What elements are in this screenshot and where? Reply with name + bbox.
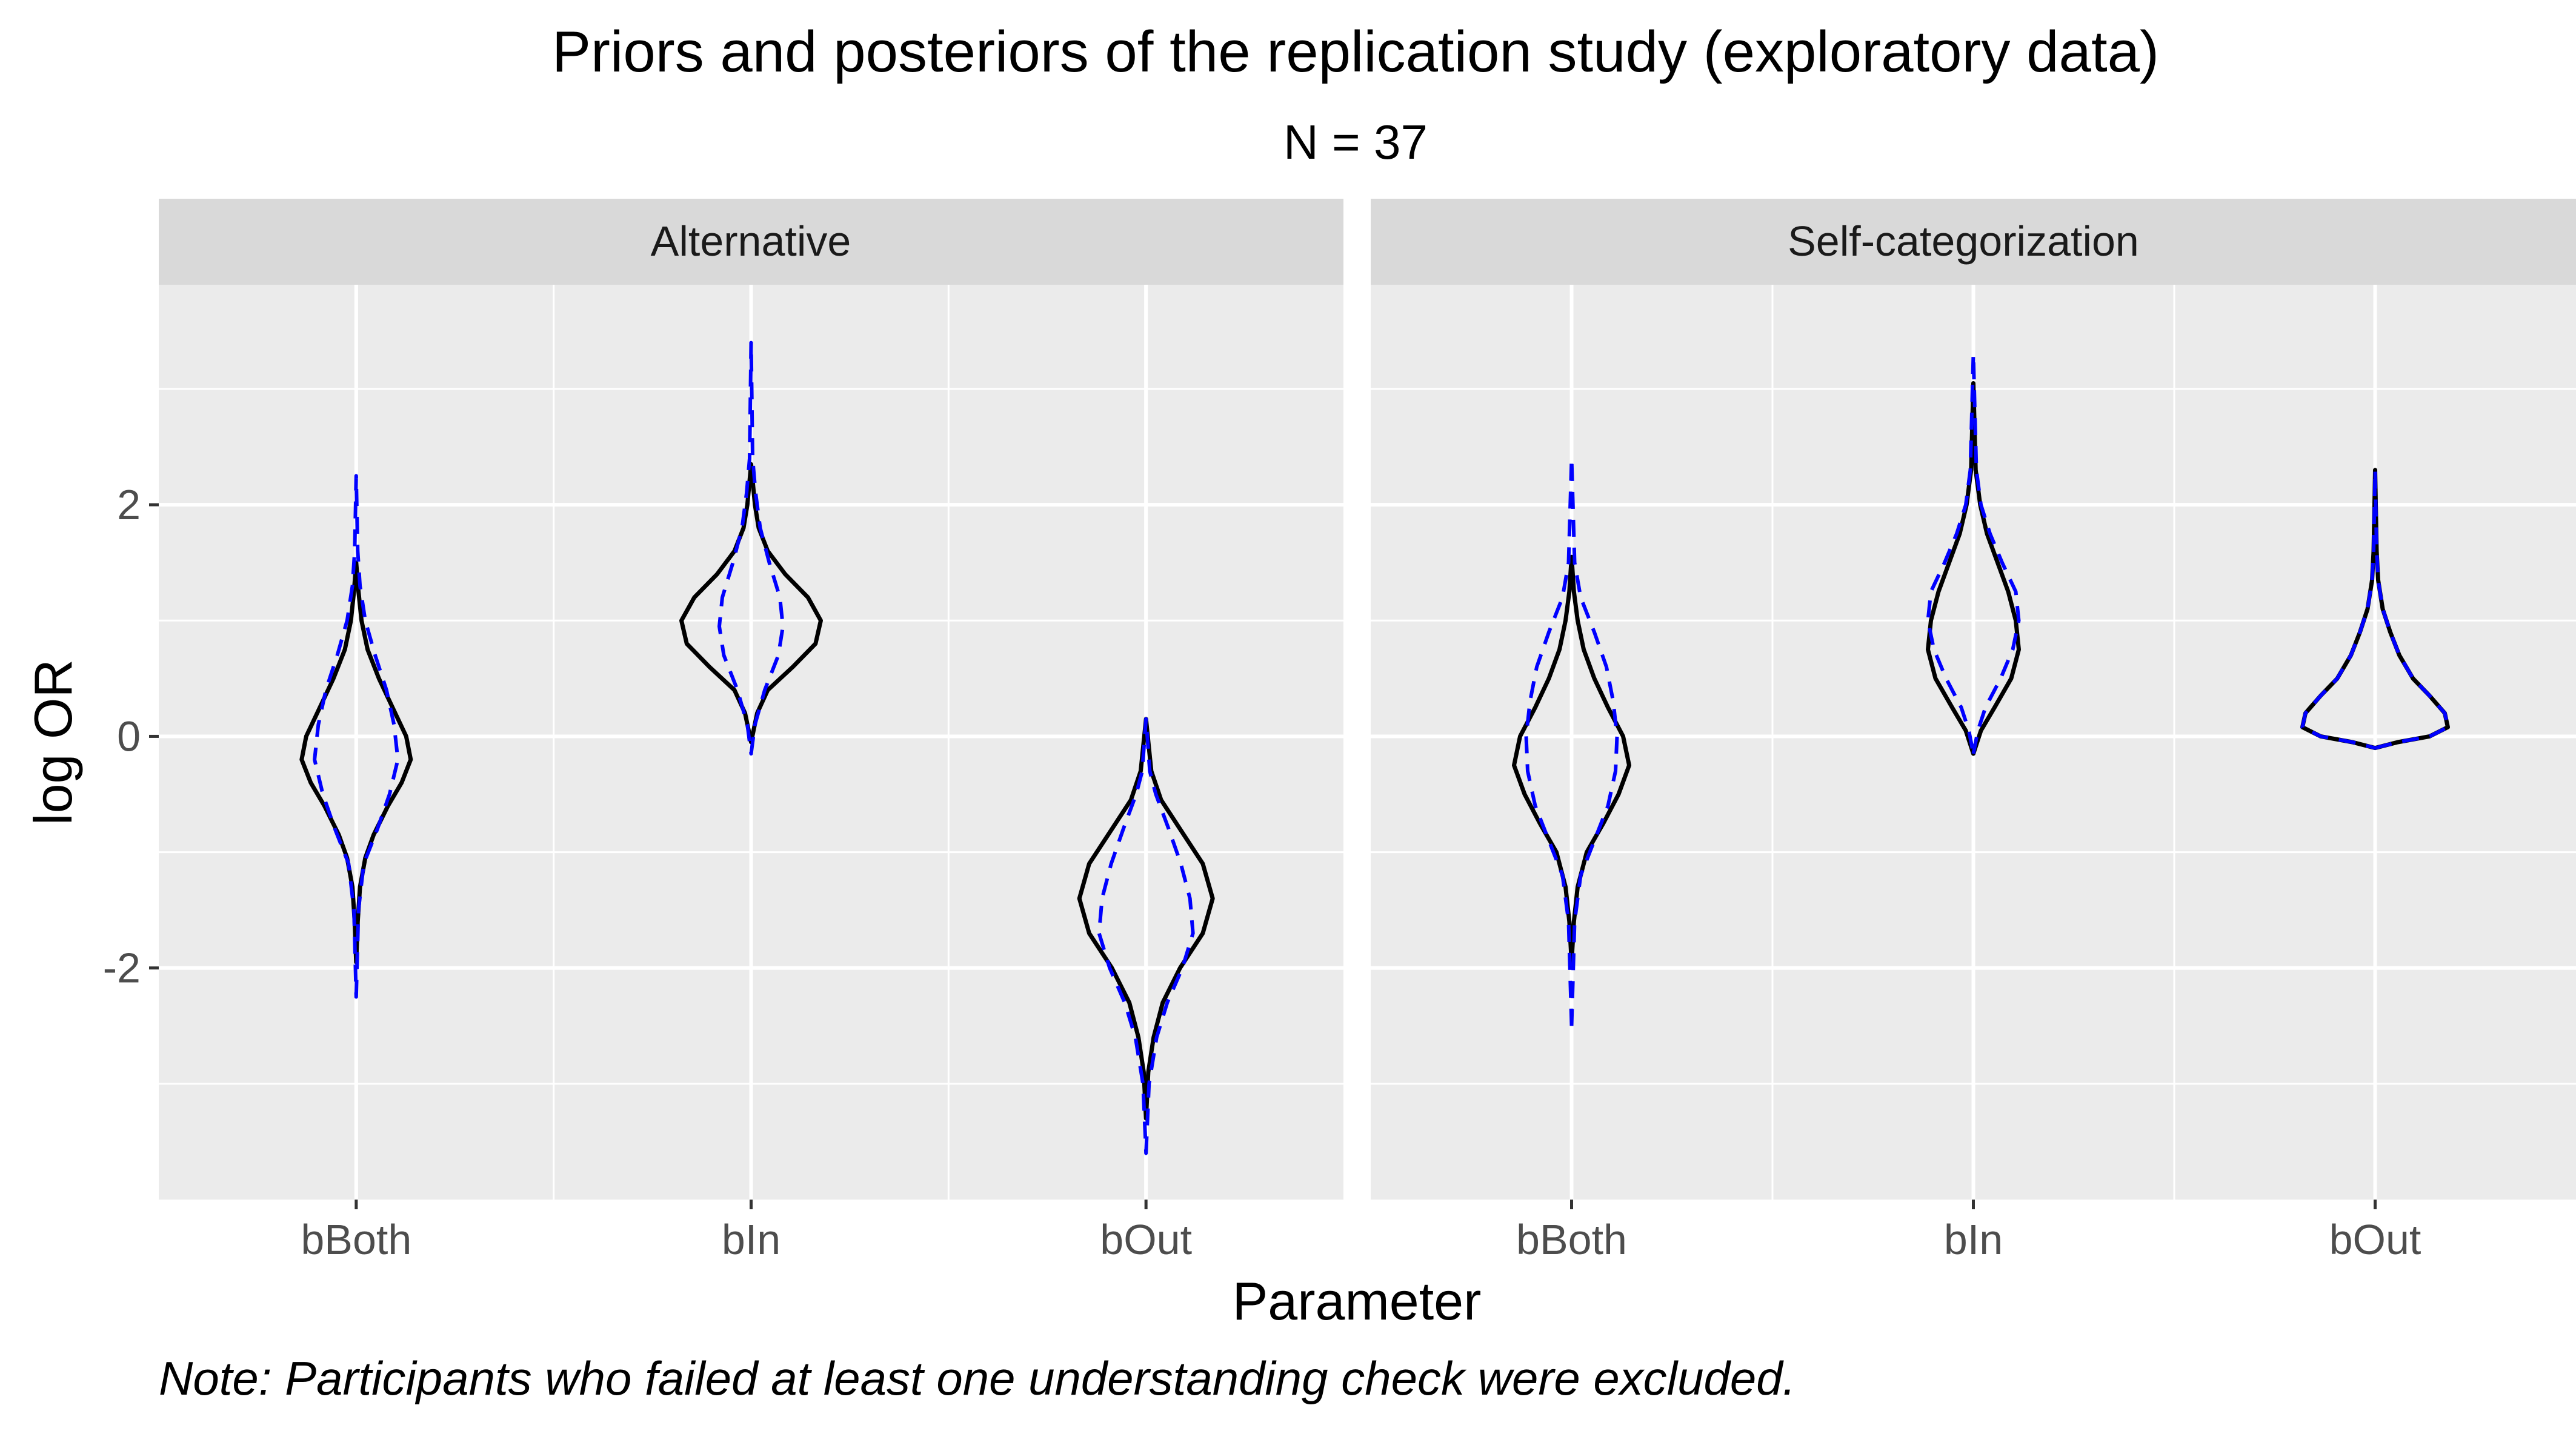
chart-caption: Note: Participants who failed at least o… — [159, 1352, 1796, 1405]
chart-subtitle: N = 37 — [1283, 115, 1428, 169]
x-axis-title: Parameter — [1233, 1271, 1482, 1331]
y-tick-label: 2 — [117, 481, 141, 528]
y-axis: -2 0 2 — [103, 481, 159, 992]
violins-alternative — [299, 340, 1215, 1155]
strip-label-alternative: Alternative — [651, 217, 851, 265]
violin-bBoth-solid — [1512, 554, 1631, 965]
panel-alternative: Alternative — [159, 199, 1343, 1200]
x-tick-label: bBoth — [301, 1216, 411, 1263]
x-tick-label: bOut — [2329, 1216, 2421, 1263]
violins-self-categorization — [1512, 352, 2450, 1028]
violin-bBoth-dashed — [313, 474, 400, 999]
y-tick-label: 0 — [117, 712, 141, 760]
chart-title: Priors and posteriors of the replication… — [552, 19, 2159, 84]
x-tick-label: bIn — [722, 1216, 780, 1263]
y-tick-label: -2 — [103, 945, 141, 992]
strip-background-alternative — [159, 199, 1343, 285]
strip-background-self-categorization — [1371, 199, 2576, 285]
x-axis: bBoth bIn bOut bBoth bIn bOut — [301, 1200, 2421, 1263]
x-tick-label: bBoth — [1516, 1216, 1627, 1263]
violin-bOut-dashed — [2300, 468, 2450, 750]
violin-bIn-dashed — [717, 340, 785, 756]
panel-self-categorization: Self-categorization — [1371, 199, 2576, 1200]
violin-bBoth-dashed — [1524, 456, 1619, 1028]
violin-bIn-solid — [679, 462, 823, 745]
strip-label-self-categorization: Self-categorization — [1788, 217, 2139, 265]
x-tick-label: bOut — [1100, 1216, 1192, 1263]
y-axis-title: log OR — [23, 659, 83, 825]
violin-bOut-dashed — [1097, 717, 1195, 1155]
violin-bIn-dashed — [1926, 352, 2021, 756]
x-tick-label: bIn — [1944, 1216, 2003, 1263]
violin-bIn-solid — [1926, 381, 2021, 756]
